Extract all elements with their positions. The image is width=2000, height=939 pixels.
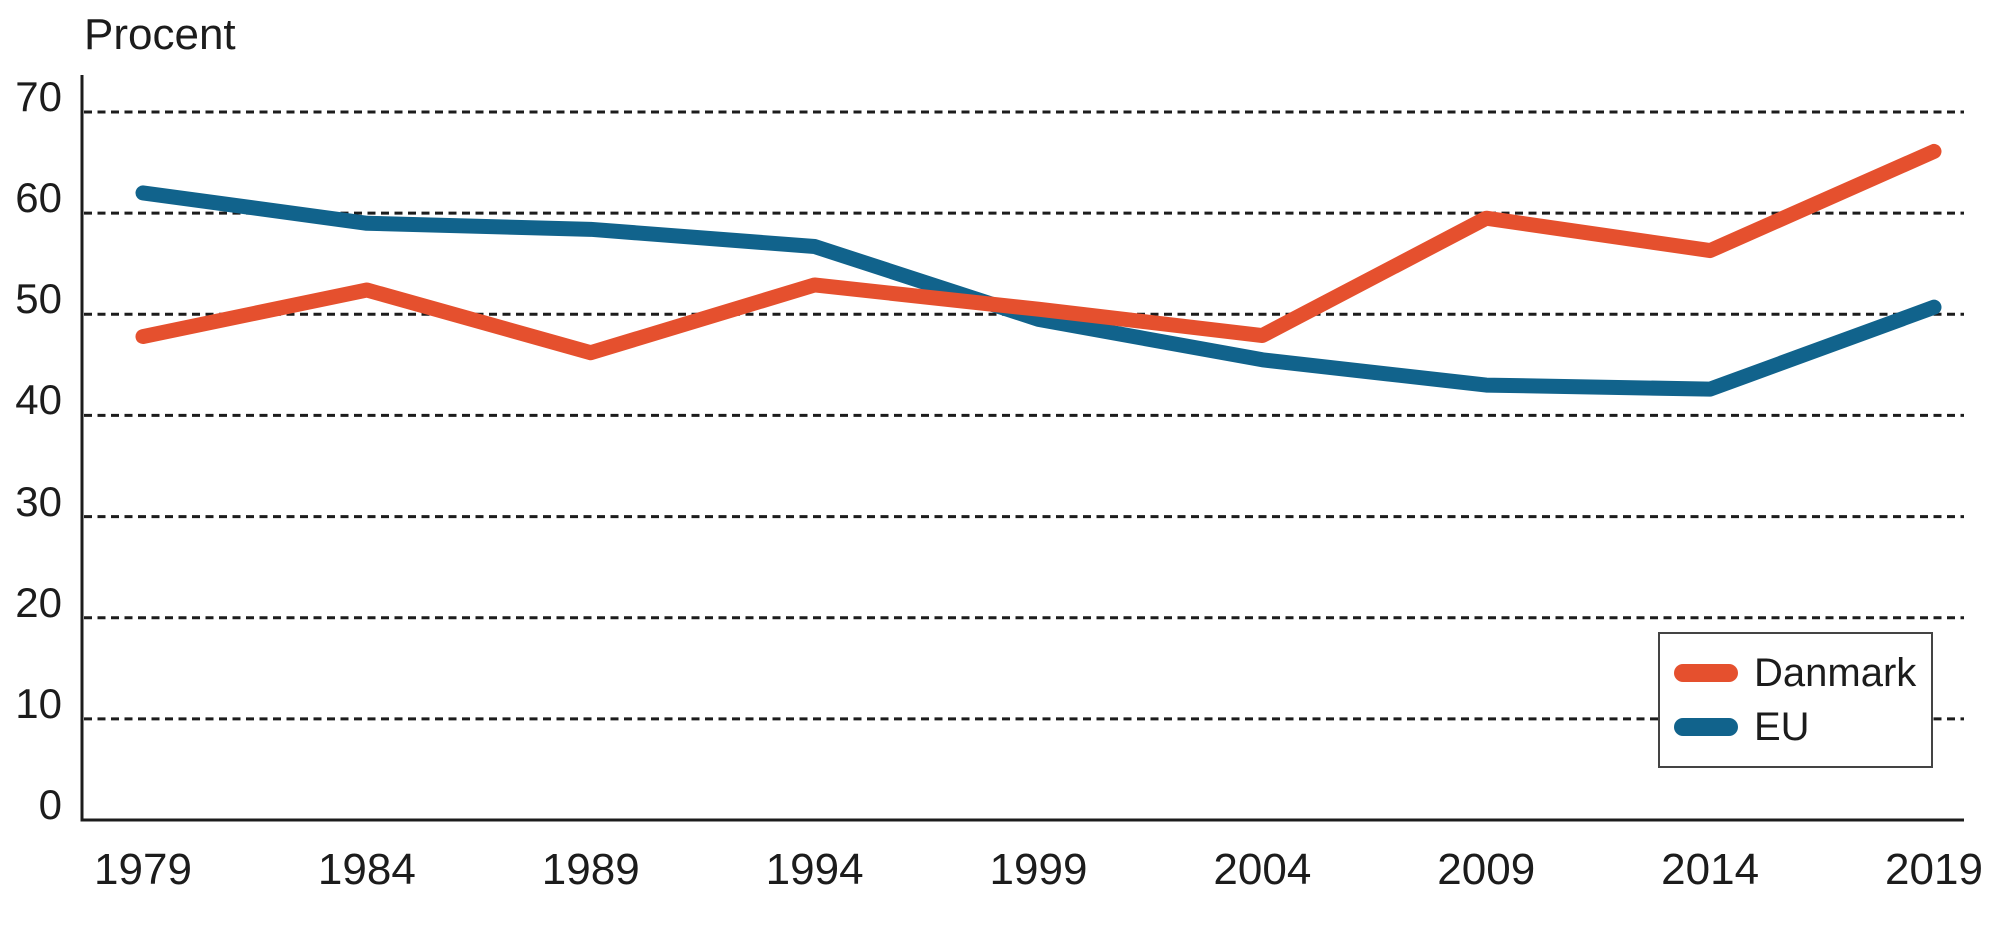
series-line-eu xyxy=(135,185,1942,397)
y-tick-label-10: 10 xyxy=(15,679,62,727)
x-tick-label-1979: 1979 xyxy=(94,845,192,894)
legend-item-danmark: Danmark xyxy=(1674,650,1931,695)
y-axis-title: Procent xyxy=(84,10,236,59)
y-tick-label-60: 60 xyxy=(15,174,62,222)
x-tick-label-1989: 1989 xyxy=(541,845,640,894)
y-tick-label-50: 50 xyxy=(15,275,62,323)
legend-label-danmark: Danmark xyxy=(1754,650,1917,695)
eu-line-swatch xyxy=(1674,718,1738,736)
y-tick-label-40: 40 xyxy=(15,376,62,424)
y-tick-label-30: 30 xyxy=(15,477,62,525)
x-tick-label-2009: 2009 xyxy=(1437,845,1536,894)
x-tick-label-1994: 1994 xyxy=(765,845,864,894)
x-tick-label-2004: 2004 xyxy=(1213,845,1312,894)
legend-item-eu: EU xyxy=(1674,704,1931,749)
y-tick-label-20: 20 xyxy=(15,578,62,626)
series-line-danmark xyxy=(135,143,1942,361)
legend-label-eu: EU xyxy=(1754,704,1810,749)
danmark-line-swatch xyxy=(1674,664,1738,682)
y-tick-label-0: 0 xyxy=(38,781,62,828)
legend: Danmark EU xyxy=(1658,632,1933,768)
x-tick-label-1999: 1999 xyxy=(989,845,1088,894)
x-tick-label-2014: 2014 xyxy=(1661,845,1760,894)
x-tick-label-2019: 2019 xyxy=(1885,845,1983,894)
x-tick-label-1984: 1984 xyxy=(317,845,416,894)
y-tick-label-70: 70 xyxy=(15,73,62,120)
